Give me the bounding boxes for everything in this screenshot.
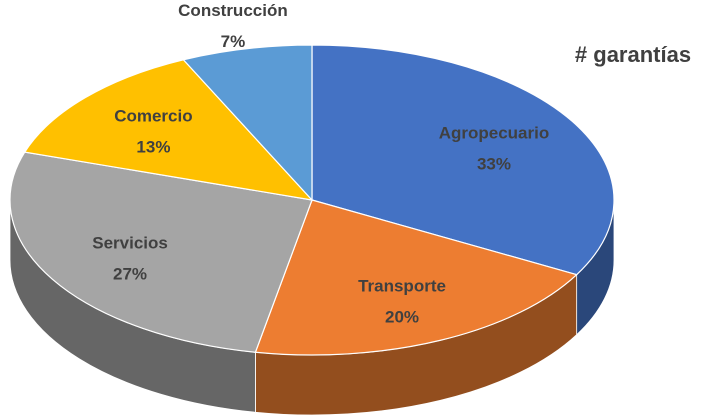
- slice-value-label: 27%: [113, 265, 147, 284]
- slice-label: Comercio: [114, 107, 192, 126]
- slice-label: Agropecuario: [439, 123, 550, 142]
- slice-value-label: 7%: [221, 32, 246, 51]
- slice-label: Construcción: [178, 1, 288, 20]
- slice: [311, 44, 615, 276]
- slice: [23, 59, 314, 201]
- slice-value-label: 13%: [136, 138, 170, 157]
- slice: [9, 151, 313, 353]
- chart-title: # garantías: [575, 42, 691, 67]
- slice: [254, 199, 578, 356]
- slice-value-label: 33%: [477, 154, 511, 173]
- slice: [182, 44, 313, 202]
- slice-value-label: 20%: [385, 308, 419, 327]
- slice-label: Transporte: [358, 277, 446, 296]
- slice-label: Servicios: [92, 234, 168, 253]
